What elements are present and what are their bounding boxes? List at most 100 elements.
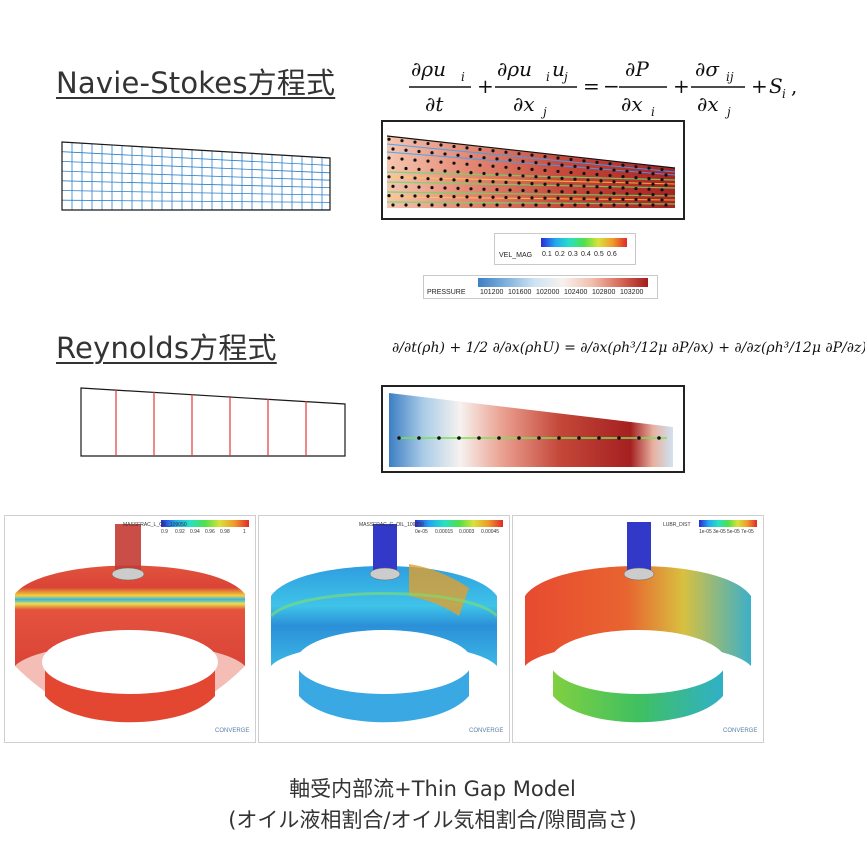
flow-dot [452,144,456,149]
navier-stokes-title: Navie-Stokes方程式 [56,66,336,100]
caption-line-2: (オイル液相割合/オイル気相割合/隙間高さ) [228,808,637,832]
velocity-tick-5: 0.5 [594,251,604,258]
flow-dot [478,179,482,183]
flow-dot [651,172,655,176]
velocity-tick-1: 0.1 [542,251,552,258]
flow-dot [391,203,395,207]
flow-dot [599,167,603,171]
flow-dot [569,183,573,188]
flow-dot [647,198,651,202]
oil-liquid-tick-6: 1 [243,529,246,535]
oil-liquid-tick-3: 0.94 [190,529,200,535]
flow-dot [426,194,430,198]
flow-dot [660,167,664,172]
flow-dot [413,158,417,162]
flow-dot [621,174,625,179]
flow-dot [608,197,612,201]
eq-term1-num-sub: i [461,70,465,84]
flow-dot [517,181,521,185]
flow-dot [452,195,456,199]
flow-dot [612,191,616,195]
flow-dot [465,162,469,166]
oil-gas-tick-4: 0.00045 [481,529,500,535]
flow-dot [534,203,538,207]
gap-height-colorbar [699,520,757,527]
oil-liquid-colorbar [161,520,249,527]
oil-liquid-label: MASSFRAC_L_OIL_109050 [123,522,187,528]
flow-dot [582,171,586,176]
navier-stokes-mesh [60,140,335,212]
flow-dot [530,153,534,157]
flow-dot [621,163,625,167]
svg-text:=: = [583,74,600,98]
flow-dot [634,176,638,180]
flow-dot [491,149,495,153]
flow-dot [651,203,655,207]
flow-dot [482,203,486,207]
oil-gas-tick-1: 0e-05 [415,529,428,535]
flow-dot [430,168,434,172]
reynolds-node-dot [397,436,401,440]
flow-dot [430,203,434,207]
flow-dot [534,189,538,193]
flow-dot [426,159,430,163]
flow-dot [439,194,443,199]
pressure-legend-name: PRESSURE [427,289,466,296]
flow-dot [625,203,629,207]
flow-dot [556,196,560,200]
flow-dot [443,203,447,207]
flow-dot [660,188,664,192]
reynolds-node-dot [597,436,601,440]
flow-dot [387,175,391,179]
oil-gas-label: MASSFRAC_G_OIL_109050 [359,522,424,528]
flow-dot [638,170,642,175]
flow-dot [478,147,482,151]
flow-dot [651,182,655,186]
flow-dot [560,190,564,194]
flow-dot [452,178,456,182]
flow-dot [439,143,443,147]
flow-dot [625,169,629,173]
flow-dot [508,158,512,162]
reynolds-node-dot [517,436,521,440]
flow-dot [608,185,612,189]
flow-dot [478,163,482,167]
flow-dot [443,186,447,190]
flow-dot [482,171,486,176]
reynolds-node-dot [657,436,661,440]
flow-dot [391,166,395,170]
flow-dot [417,149,421,154]
navier-stokes-equation: ∂ρu i ∂t + ∂ρu i u j ∂x j = − ∂P ∂x i + … [405,48,825,128]
gap-height-tick-2: 3e-05 [713,529,726,535]
flow-dot [504,195,508,200]
flow-dot [456,170,460,174]
flow-dot [430,185,434,190]
eq-term4-num: ∂σ [695,57,720,81]
flow-dot [439,160,443,164]
flow-dot [508,203,512,207]
flow-dot [621,186,625,190]
eq-term2-num-sub1: i [546,70,550,84]
navier-stokes-result-panel [381,120,685,220]
flow-dot [543,168,547,172]
eq-source-sub: i [782,87,786,101]
gap-height-tick-1: 1e-05 [699,529,712,535]
flow-dot [465,146,469,150]
flow-dot [651,192,655,197]
oil-liquid-tick-1: 0.9 [161,529,168,535]
flow-dot [582,159,586,163]
flow-dot [560,203,564,207]
flow-dot [547,162,551,166]
reynolds-node-dot [537,436,541,440]
flow-dot [599,179,603,183]
flow-dot [547,175,551,180]
svg-text:,: , [791,74,797,98]
flow-dot [660,178,664,182]
flow-dot [625,180,629,185]
flow-dot [586,190,590,195]
reynolds-node-dot [477,436,481,440]
flow-dot [413,140,417,144]
flow-dot [664,193,668,197]
flow-dot [621,197,625,201]
velocity-tick-4: 0.4 [581,251,591,258]
